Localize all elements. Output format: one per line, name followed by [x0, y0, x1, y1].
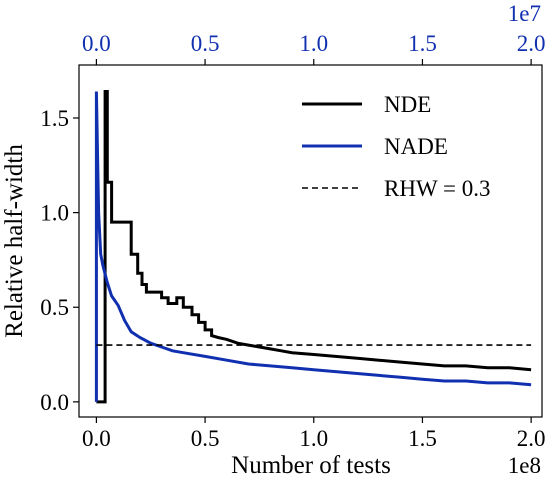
x-tick-label: 0.5	[191, 426, 220, 451]
x-axis-ticks: 0.0 0.5 1.0 1.5 2.0	[82, 417, 545, 451]
x-tick-label: 1.5	[408, 426, 437, 451]
x-top-tick-label: 1.0	[299, 31, 328, 56]
series-layer	[94, 90, 532, 404]
x-top-axis-offset-label: 1e7	[508, 1, 541, 26]
x-top-tick-label: 2.0	[517, 31, 545, 56]
y-tick-label: 1.0	[40, 201, 69, 226]
x-axis-label: Number of tests	[231, 452, 391, 479]
x-top-tick-label: 0.0	[82, 31, 111, 56]
y-axis-ticks: 0.0 0.5 1.0 1.5	[40, 106, 79, 415]
x-tick-label: 2.0	[517, 426, 545, 451]
x-top-tick-label: 1.5	[408, 31, 437, 56]
legend: NDE NADE RHW = 0.3	[302, 92, 490, 201]
series-line-nade	[94, 91, 532, 402]
plot-area-frame	[78, 64, 543, 418]
x-top-axis-ticks: 0.0 0.5 1.0 1.5 2.0	[82, 31, 545, 65]
legend-label: RHW = 0.3	[384, 176, 490, 201]
y-tick-label: 0.5	[40, 295, 69, 320]
legend-label: NADE	[384, 134, 448, 159]
x-top-tick-label: 0.5	[191, 31, 220, 56]
x-tick-label: 0.0	[82, 426, 111, 451]
x-tick-label: 1.0	[299, 426, 328, 451]
x-axis-offset-label: 1e8	[508, 453, 541, 478]
y-axis-label: Relative half-width	[1, 144, 28, 338]
y-tick-label: 1.5	[40, 106, 69, 131]
legend-label: NDE	[384, 92, 431, 117]
series-line-nde	[96, 90, 532, 404]
y-tick-label: 0.0	[40, 390, 69, 415]
